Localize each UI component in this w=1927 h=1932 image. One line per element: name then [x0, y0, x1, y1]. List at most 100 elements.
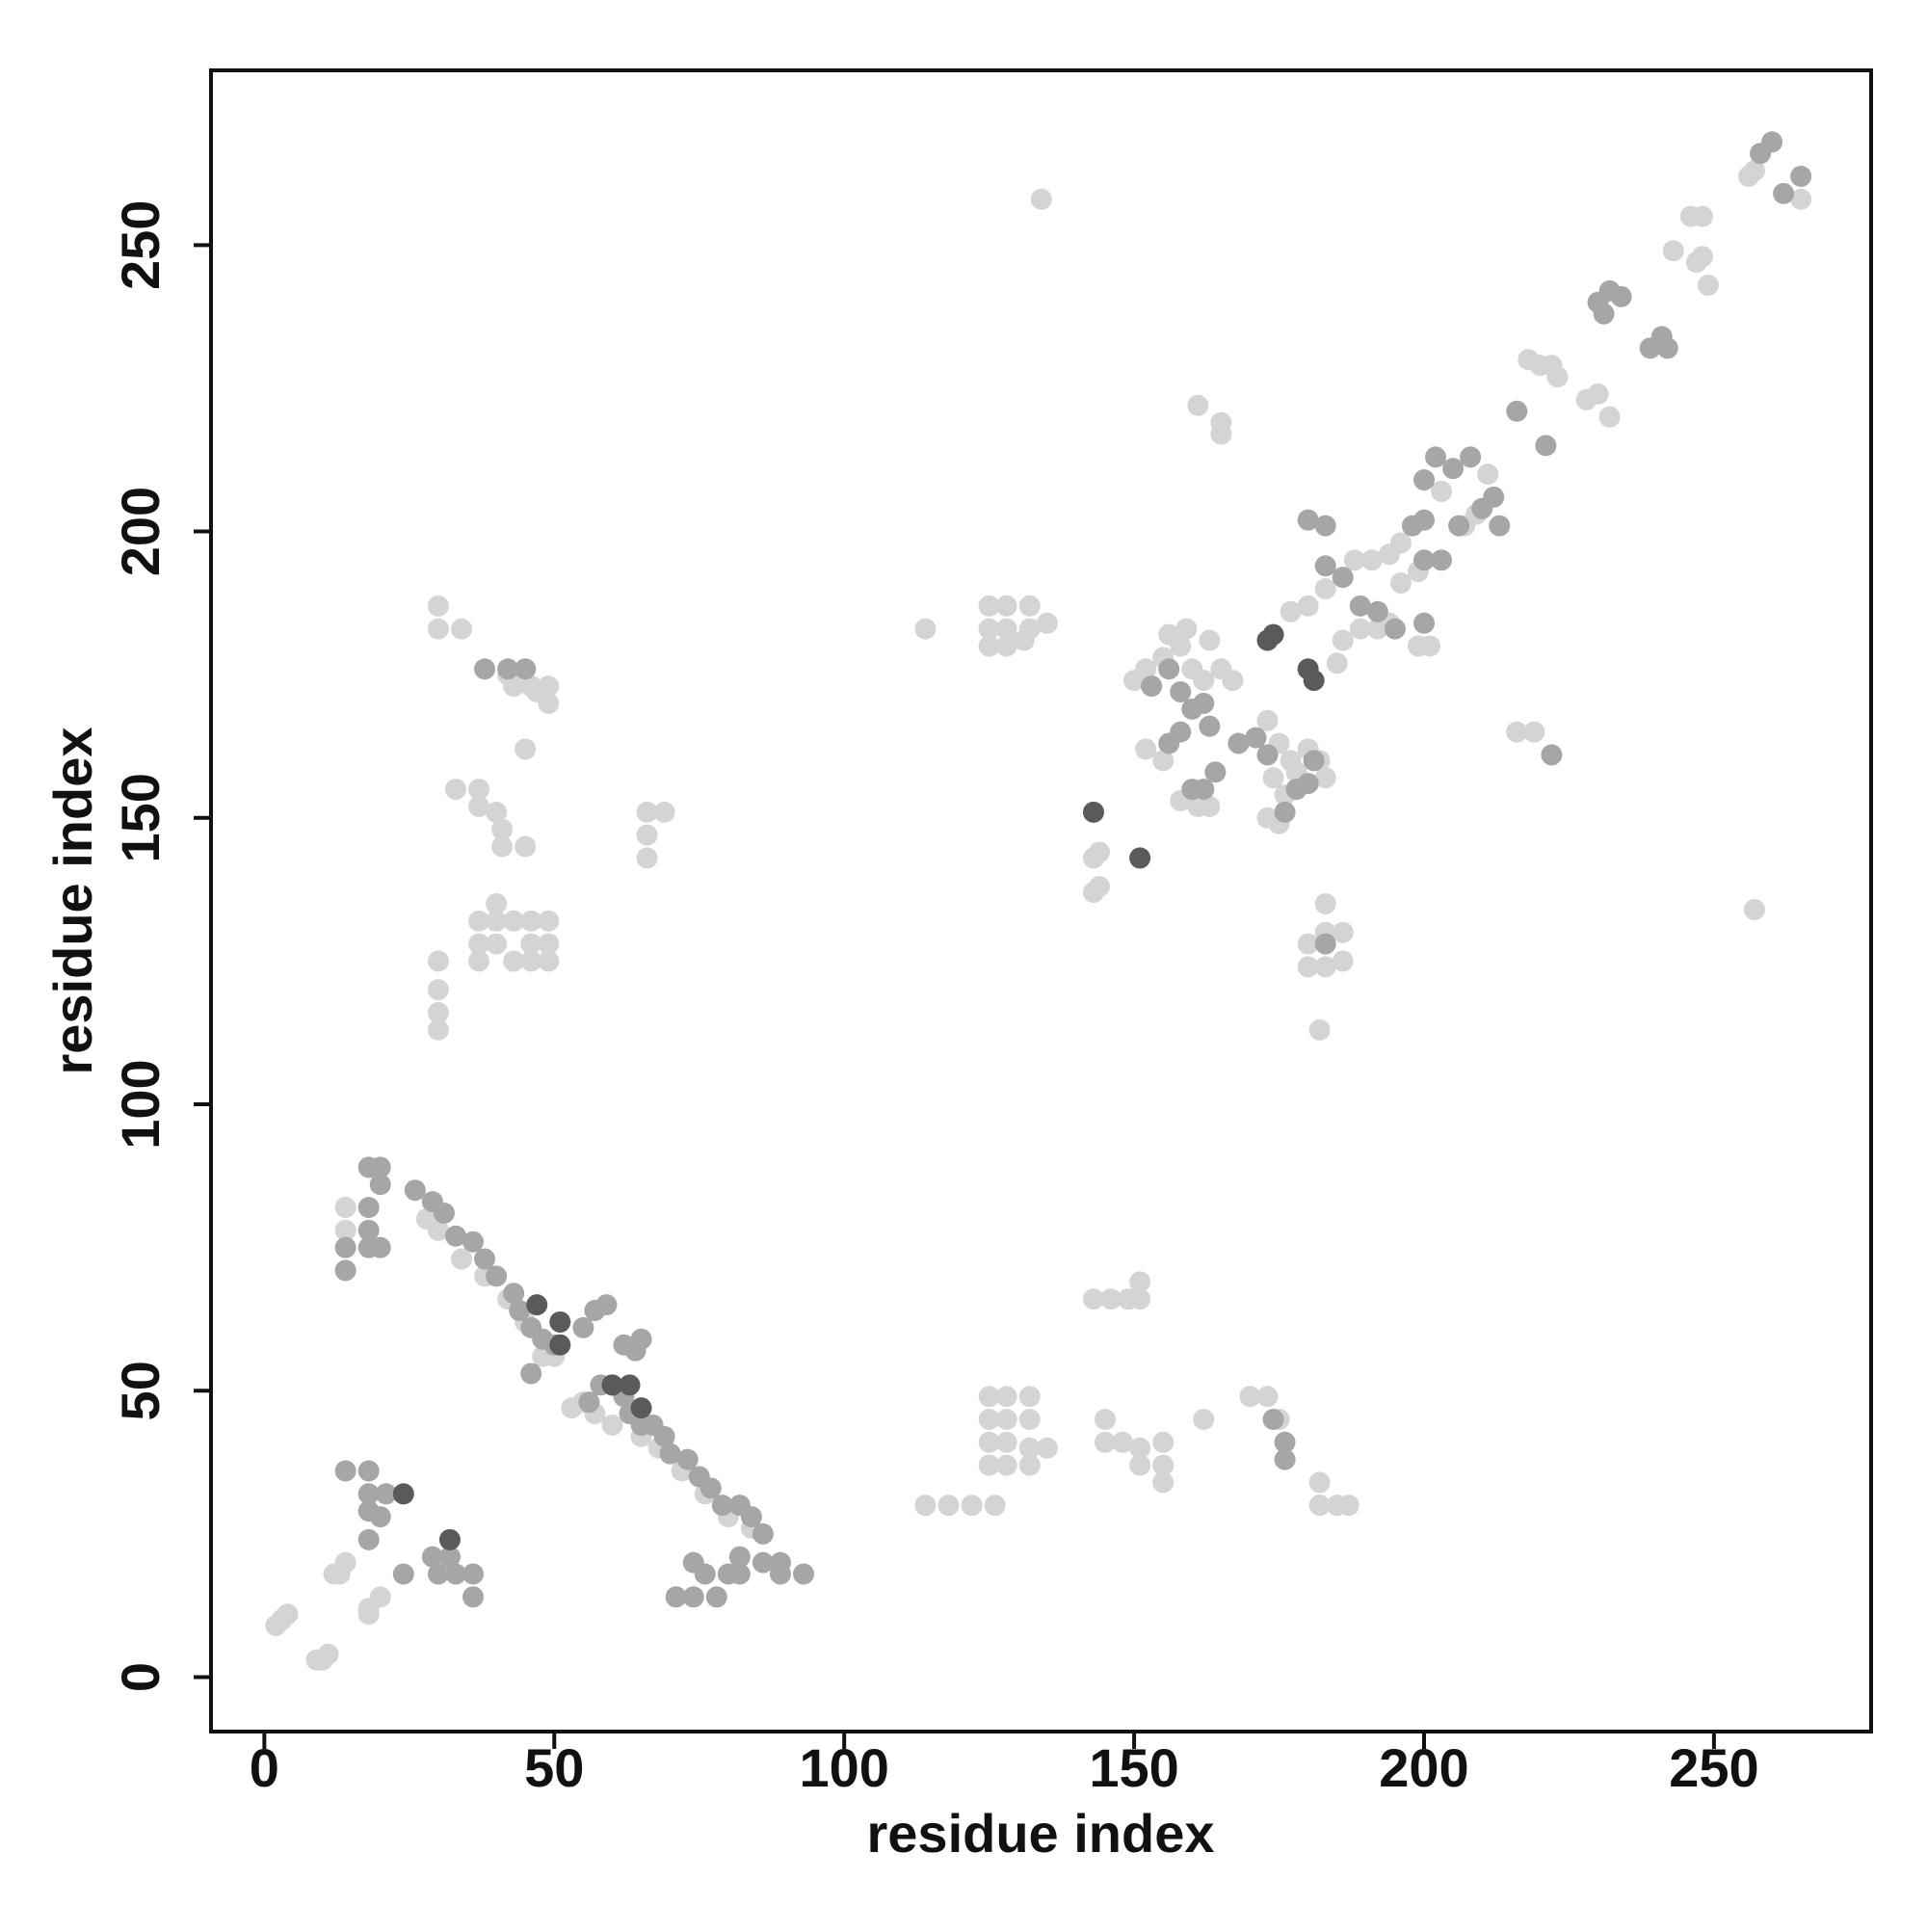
point	[1274, 801, 1296, 823]
y-tick-label: 0	[110, 1662, 171, 1692]
point	[1256, 709, 1279, 731]
point	[1088, 876, 1110, 898]
point	[503, 910, 525, 932]
point	[277, 1603, 299, 1626]
point	[1483, 486, 1505, 508]
point	[978, 1454, 1000, 1476]
point	[450, 618, 472, 640]
point	[995, 595, 1017, 617]
point	[369, 1156, 391, 1178]
point	[357, 1219, 380, 1241]
point	[1384, 618, 1406, 640]
point	[1297, 933, 1319, 955]
point	[1506, 400, 1528, 422]
point	[357, 1483, 380, 1505]
point	[595, 1294, 618, 1316]
point	[1280, 600, 1302, 622]
point	[1193, 670, 1215, 692]
point	[1691, 246, 1713, 268]
point	[357, 1460, 380, 1482]
y-tick-label: 100	[110, 1059, 171, 1149]
point	[520, 910, 542, 932]
point	[700, 1477, 722, 1499]
point	[392, 1563, 414, 1585]
point	[334, 1259, 356, 1282]
point	[1256, 744, 1279, 766]
point	[1112, 1431, 1134, 1453]
point	[1308, 1495, 1331, 1517]
point	[1389, 532, 1412, 554]
point	[601, 1374, 623, 1396]
point	[1297, 773, 1319, 795]
point	[1326, 652, 1348, 675]
point	[1175, 618, 1198, 640]
point	[474, 1248, 496, 1270]
point	[438, 1546, 461, 1568]
point	[1274, 1448, 1296, 1470]
point	[1095, 1431, 1117, 1453]
point	[334, 1219, 356, 1241]
point	[421, 1546, 443, 1568]
point	[404, 1179, 426, 1202]
point	[1129, 1454, 1151, 1476]
point	[538, 933, 560, 955]
point	[978, 635, 1000, 657]
point	[1262, 623, 1284, 646]
point	[978, 1386, 1000, 1408]
point	[369, 1586, 391, 1608]
point	[1744, 898, 1766, 920]
point	[1204, 761, 1227, 783]
point	[369, 1236, 391, 1258]
point	[538, 910, 560, 932]
point	[468, 795, 490, 817]
point	[636, 801, 658, 823]
point	[711, 1495, 733, 1517]
point	[1170, 681, 1192, 703]
point	[1303, 750, 1325, 772]
point	[357, 1197, 380, 1219]
point	[653, 1425, 675, 1447]
point	[1152, 1454, 1175, 1476]
point	[1210, 423, 1232, 445]
point	[427, 618, 449, 640]
point	[1523, 721, 1545, 743]
point	[984, 1495, 1006, 1517]
point	[317, 1643, 339, 1665]
point	[1349, 618, 1371, 640]
point	[978, 1409, 1000, 1431]
point	[793, 1563, 815, 1585]
point	[474, 658, 496, 680]
point	[1018, 1437, 1041, 1459]
plot-frame	[209, 68, 1873, 1734]
point	[1129, 1271, 1151, 1293]
point	[1419, 635, 1441, 657]
point	[752, 1522, 774, 1545]
point	[538, 950, 560, 972]
point	[509, 1300, 531, 1322]
point	[705, 1586, 727, 1608]
point	[630, 1397, 652, 1419]
point	[433, 1202, 455, 1224]
point	[1227, 732, 1250, 754]
point	[1158, 658, 1180, 680]
point	[444, 1563, 466, 1585]
x-tick-label: 200	[1379, 1737, 1468, 1798]
point	[1314, 515, 1336, 537]
point	[995, 1409, 1017, 1431]
y-tick-label: 50	[110, 1361, 171, 1420]
point	[1158, 732, 1180, 754]
point	[1100, 1288, 1122, 1310]
point	[937, 1495, 960, 1517]
point	[630, 1328, 652, 1350]
point	[1135, 658, 1157, 680]
point	[1360, 549, 1383, 571]
point	[995, 635, 1017, 657]
point	[1697, 274, 1719, 296]
x-tick-label: 50	[524, 1737, 584, 1798]
point	[1489, 515, 1511, 537]
point	[653, 801, 675, 823]
point	[1412, 549, 1435, 571]
point	[1389, 572, 1412, 595]
point	[752, 1551, 774, 1574]
